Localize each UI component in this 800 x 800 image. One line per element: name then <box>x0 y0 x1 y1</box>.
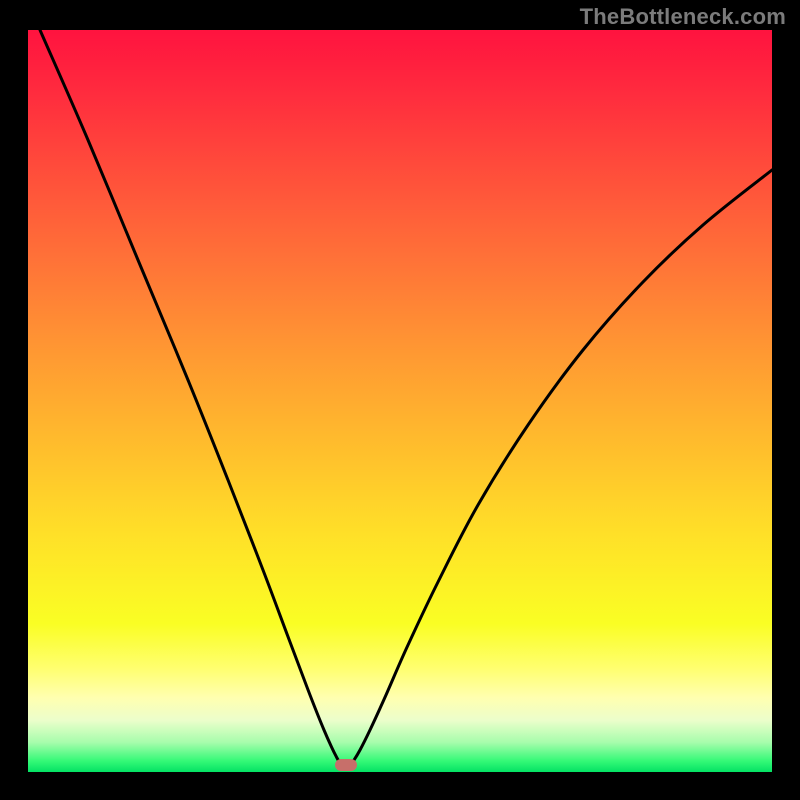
frame-left <box>0 0 28 800</box>
chart-plot-area <box>28 30 772 772</box>
frame-right <box>772 0 800 800</box>
frame-bottom <box>0 772 800 800</box>
bottleneck-curve <box>28 30 772 772</box>
optimum-marker <box>335 759 357 771</box>
watermark-text: TheBottleneck.com <box>580 4 786 30</box>
